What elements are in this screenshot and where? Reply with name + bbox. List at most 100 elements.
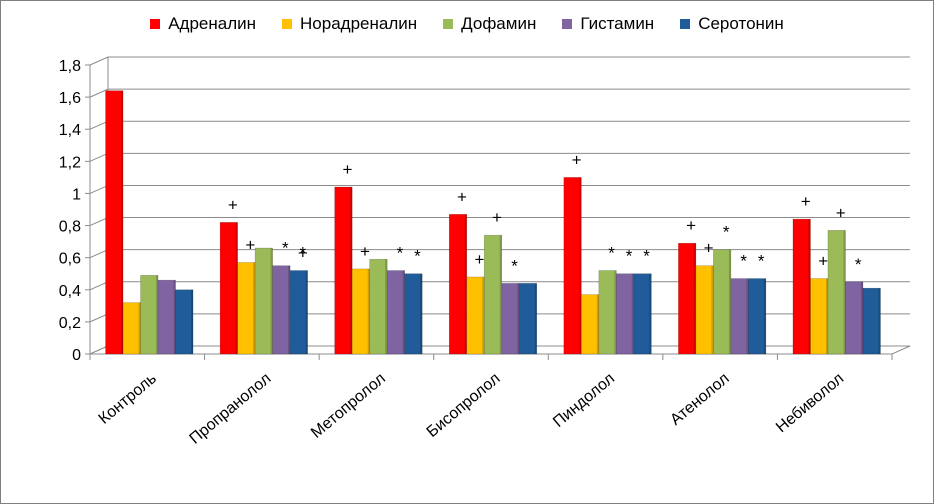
- bar-shade: [499, 235, 502, 354]
- bar-shade: [367, 268, 370, 354]
- bar: [845, 281, 864, 355]
- bar-shade: [649, 273, 652, 354]
- x-tick-label: Пропранолол: [186, 370, 274, 448]
- legend-item-dopamine: Дофамин: [443, 14, 536, 34]
- significance-mark: *: [414, 247, 421, 266]
- bar: [563, 177, 582, 355]
- legend-swatch-noradrenaline: [282, 19, 293, 29]
- gridline: [89, 56, 910, 66]
- bar: [581, 294, 600, 355]
- bar-shade: [596, 294, 599, 354]
- bar-shade: [482, 276, 485, 354]
- significance-mark: +: [686, 216, 696, 235]
- bar-shade: [305, 270, 308, 354]
- bar: [616, 273, 635, 355]
- legend-label-noradrenaline: Норадреналин: [300, 14, 418, 33]
- bar: [483, 234, 503, 355]
- x-tick-label: Метопролол: [308, 370, 389, 442]
- significance-mark: +: [342, 160, 352, 179]
- gridline: [89, 120, 910, 130]
- y-tick-label: 0,6: [59, 251, 81, 268]
- bar: [334, 186, 353, 355]
- significance-mark: *: [855, 255, 862, 274]
- y-tick-label: 0,8: [59, 219, 81, 236]
- legend: Адреналин Норадреналин Дофамин Гистамин …: [0, 14, 934, 34]
- bar: [678, 242, 697, 355]
- significance-mark: *: [397, 244, 404, 263]
- bar-shade: [420, 273, 423, 354]
- x-tick-label: Контроль: [96, 370, 160, 428]
- gridline: [89, 88, 910, 98]
- bar: [157, 279, 176, 355]
- bar: [792, 218, 811, 355]
- bar-shade: [156, 275, 159, 354]
- bar: [466, 276, 485, 355]
- bar-shade: [763, 278, 766, 354]
- bar-shade: [808, 219, 811, 354]
- legend-label-adrenaline: Адреналин: [168, 14, 257, 33]
- y-tick-label: 1,6: [59, 90, 81, 107]
- bar: [175, 289, 194, 355]
- bar-shade: [534, 283, 537, 354]
- bar: [272, 265, 291, 355]
- y-tick-label: 0,4: [59, 283, 81, 300]
- x-tick-label: Атенолол: [667, 370, 732, 429]
- significance-mark: *: [626, 247, 633, 266]
- legend-swatch-adrenaline: [150, 19, 161, 29]
- legend-item-histamine: Гистамин: [562, 14, 654, 34]
- bar-shade: [191, 289, 194, 354]
- bar-shade: [746, 278, 749, 354]
- bar: [501, 283, 520, 355]
- significance-mark: +: [360, 242, 370, 261]
- legend-label-serotonin: Серотонин: [698, 14, 784, 33]
- x-tick-label: Пиндолол: [550, 370, 618, 431]
- bar-shade: [464, 214, 467, 354]
- bar-shade: [614, 270, 617, 354]
- significance-mark: +: [572, 150, 582, 169]
- bar: [351, 268, 370, 355]
- y-tick-label: 1,4: [59, 122, 81, 139]
- significance-mark: +: [298, 244, 308, 263]
- significance-mark: +: [245, 235, 255, 254]
- bar-shade: [235, 222, 238, 354]
- significance-mark: +: [492, 208, 502, 227]
- legend-label-dopamine: Дофамин: [461, 14, 537, 33]
- bar-shade: [860, 281, 863, 354]
- bar: [633, 273, 652, 355]
- significance-mark: *: [723, 223, 730, 242]
- significance-mark: +: [818, 252, 828, 271]
- bar: [730, 278, 749, 355]
- bar: [862, 287, 881, 355]
- bar-shade: [350, 187, 353, 354]
- legend-item-noradrenaline: Норадреналин: [282, 14, 417, 34]
- x-tick-label: Бисопролол: [424, 370, 504, 441]
- significance-mark: +: [228, 195, 238, 214]
- bar-shade: [270, 248, 273, 354]
- bar: [369, 258, 388, 355]
- legend-item-adrenaline: Адреналин: [150, 14, 256, 34]
- gridline: [89, 152, 910, 162]
- bar-shade: [402, 270, 405, 354]
- bar: [289, 270, 308, 355]
- bar-shade: [517, 283, 520, 354]
- legend-swatch-dopamine: [443, 19, 454, 29]
- bar: [105, 90, 124, 355]
- legend-item-serotonin: Серотонин: [680, 14, 784, 34]
- bar-shade: [631, 273, 634, 354]
- gridline: [89, 184, 910, 194]
- significance-mark: *: [282, 239, 289, 258]
- significance-mark: *: [511, 256, 518, 275]
- y-tick-label: 0,2: [59, 315, 81, 332]
- bar: [695, 265, 714, 355]
- bar: [810, 278, 829, 355]
- bar: [219, 222, 238, 355]
- bar: [140, 275, 159, 355]
- legend-swatch-serotonin: [680, 19, 691, 29]
- bar-shade: [843, 230, 846, 354]
- bar-shade: [253, 262, 256, 354]
- bar: [237, 262, 256, 355]
- y-tick-label: 0: [72, 347, 81, 364]
- bar-shade: [711, 265, 714, 354]
- bar-shade: [138, 302, 141, 354]
